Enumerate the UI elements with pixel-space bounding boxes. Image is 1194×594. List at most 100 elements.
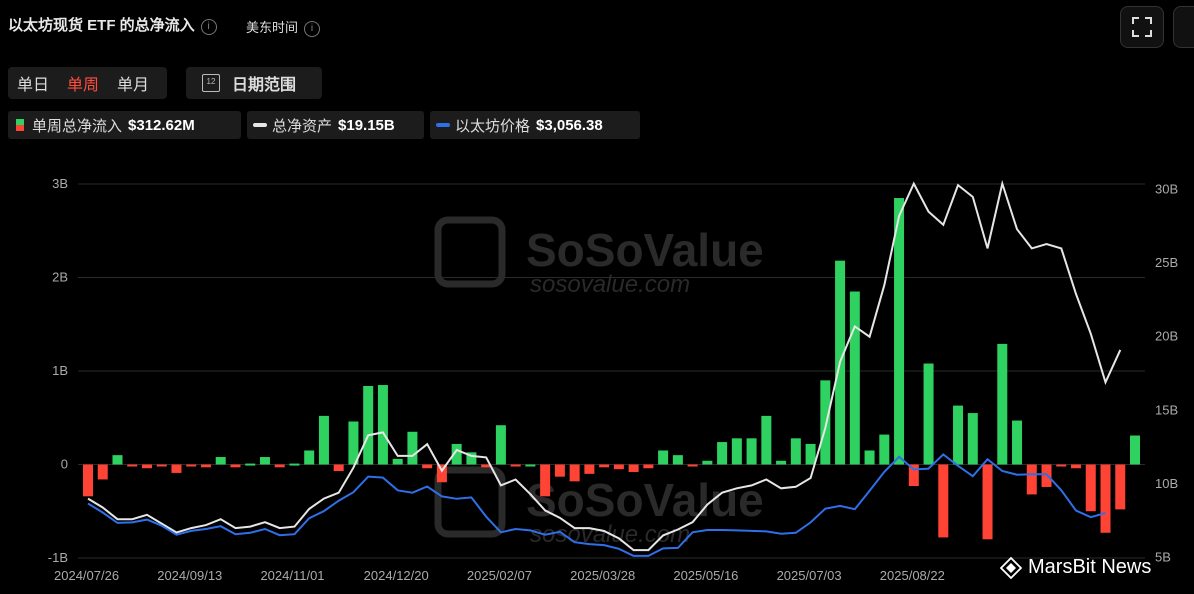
- flow-bar: [97, 464, 108, 480]
- flow-bar: [613, 464, 624, 470]
- flow-bar: [333, 464, 344, 472]
- flow-bar: [1085, 464, 1096, 512]
- flow-bar: [127, 464, 138, 467]
- flow-bar: [1026, 464, 1037, 495]
- flow-bar: [894, 198, 905, 465]
- flow-bar: [230, 464, 241, 468]
- flow-bar: [599, 464, 610, 468]
- legend-assets-label: 总净资产: [272, 117, 333, 135]
- x-tick-label: 2024/12/20: [364, 568, 429, 583]
- flow-bar: [1115, 464, 1126, 510]
- flow-bar: [1056, 464, 1067, 467]
- watermark-brand: SoSoValue: [526, 224, 764, 276]
- grid: [78, 183, 1145, 559]
- flow-bar: [967, 413, 978, 465]
- tab-weekly[interactable]: 单周: [67, 77, 100, 94]
- left-tick-label: 3B: [52, 176, 68, 191]
- x-tick-label: 2024/11/01: [260, 568, 324, 583]
- flow-bar: [245, 463, 256, 466]
- flow-bar: [481, 464, 492, 468]
- flow-bar: [112, 455, 123, 465]
- flow-bar: [702, 460, 713, 465]
- flow-bar: [495, 425, 506, 465]
- x-axis: 2024/07/26 2024/09/13 2024/11/01 2024/12/20…: [54, 568, 945, 583]
- left-tick-label: 2B: [52, 270, 68, 285]
- legend-flow[interactable]: 单周总净流入 $312.62M: [8, 111, 241, 139]
- x-tick-label: 2025/03/28: [570, 568, 635, 583]
- tab-daily[interactable]: 单日: [17, 77, 50, 94]
- flow-bar: [717, 442, 728, 465]
- flow-bar: [304, 450, 315, 465]
- page-title: 以太坊现货 ETF 的总净流入 i: [8, 14, 217, 35]
- flow-bar: [864, 450, 875, 465]
- flow-bar: [1100, 464, 1111, 533]
- fullscreen-icon: [1132, 17, 1152, 37]
- share-button[interactable]: [1173, 6, 1194, 48]
- flow-bar: [1012, 420, 1023, 465]
- flow-bar: [879, 434, 890, 465]
- flow-bar: [687, 464, 698, 467]
- flow-bar: [436, 464, 447, 483]
- right-tick-label: 25B: [1155, 255, 1178, 270]
- bar-swatch-icon: [16, 119, 24, 131]
- flow-bar: [1130, 435, 1140, 465]
- flow-bar: [1071, 464, 1082, 469]
- tab-monthly[interactable]: 单月: [117, 77, 150, 94]
- flow-bar: [407, 431, 418, 465]
- total-assets-line: [87, 179, 1122, 552]
- flow-bar: [790, 438, 801, 465]
- etf-flow-chart[interactable]: SoSoValuesosovalue.comSoSoValuesosovalue…: [0, 150, 1194, 594]
- flow-bar: [643, 464, 654, 469]
- flow-bar: [672, 455, 683, 465]
- flow-bar: [525, 464, 536, 467]
- legend-price-value: $3,056.38: [536, 116, 603, 134]
- legend-assets-value: $19.15B: [338, 116, 395, 134]
- right-tick-label: 10B: [1155, 476, 1178, 491]
- flow-bar: [953, 405, 964, 465]
- legend-assets[interactable]: 总净资产 $19.15B: [247, 111, 424, 139]
- credit: MarsBit News: [1000, 556, 1151, 579]
- watermark-brand: SoSoValue: [526, 474, 764, 526]
- flow-bars: [83, 198, 1140, 540]
- x-tick-label: 2024/09/13: [157, 568, 222, 583]
- eth-price-line: [87, 453, 1106, 557]
- right-axis: 5B 10B 15B 20B 25B 30B: [1155, 182, 1178, 565]
- flow-bar: [510, 464, 521, 467]
- watermark-url: sosovalue.com: [530, 271, 690, 298]
- legend-flow-label: 单周总净流入: [32, 117, 123, 135]
- right-tick-label: 30B: [1155, 182, 1178, 197]
- period-tabs: 单日 单周 单月: [8, 67, 167, 99]
- left-tick-label: -1B: [48, 550, 68, 565]
- flow-bar: [805, 443, 816, 465]
- watermark: SoSoValuesosovalue.comSoSoValuesosovalue…: [434, 216, 764, 548]
- flow-bar: [141, 464, 152, 469]
- legend-flow-value: $312.62M: [128, 116, 195, 134]
- flow-bar: [215, 457, 226, 465]
- flow-bar: [997, 343, 1008, 465]
- flow-bar: [731, 438, 742, 465]
- legend-price[interactable]: 以太坊价格 $3,056.38: [430, 111, 640, 139]
- timezone-label: 美东时间 i: [246, 17, 321, 37]
- flow-bar: [171, 464, 182, 473]
- watermark-logo-icon: [434, 216, 506, 288]
- x-tick-label: 2025/02/07: [467, 568, 532, 583]
- date-range-button[interactable]: 12 日期范围: [186, 67, 322, 99]
- flow-bar: [363, 385, 374, 465]
- flow-bar: [849, 291, 860, 465]
- flow-bar: [348, 421, 359, 465]
- flow-bar: [658, 450, 669, 465]
- timezone-info-icon[interactable]: i: [304, 21, 321, 37]
- flow-bar: [83, 464, 93, 497]
- legend-price-label: 以太坊价格: [455, 117, 531, 135]
- flow-bar: [274, 464, 285, 468]
- line-swatch-icon: [436, 123, 450, 127]
- flow-bar: [259, 457, 270, 465]
- info-icon[interactable]: i: [200, 19, 217, 35]
- fullscreen-button[interactable]: [1120, 6, 1164, 48]
- date-range-label: 日期范围: [232, 77, 297, 94]
- flow-bar: [761, 415, 772, 465]
- line-swatch-icon: [253, 123, 267, 127]
- flow-bar: [422, 464, 433, 469]
- flow-bar: [318, 415, 329, 465]
- flow-bar: [628, 464, 639, 472]
